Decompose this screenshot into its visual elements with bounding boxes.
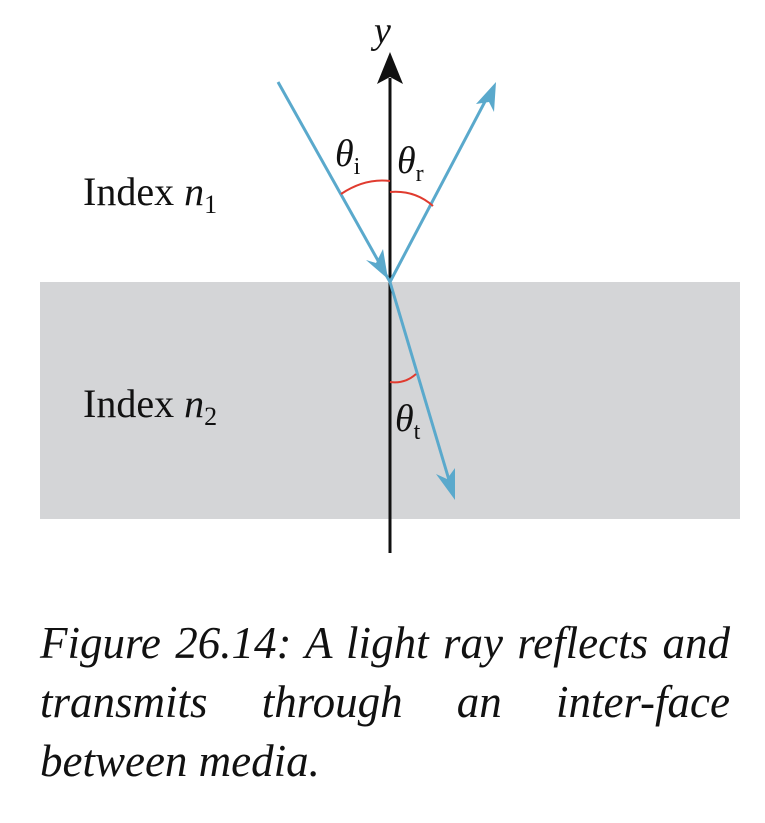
medium-1-label: Index n1 [83,172,217,218]
transmitted-angle-arc [389,373,417,384]
medium-2-prefix: Index [83,381,185,426]
transmitted-arrow-head-icon [436,468,455,500]
reflected-angle-symbol: θ [397,140,416,182]
medium-2-label: Index n2 [83,384,217,430]
transmitted-ray [388,281,454,491]
refraction-diagram [40,52,740,553]
incident-angle-symbol: θ [335,133,354,175]
incident-angle-subscript: i [353,154,361,180]
transmitted-angle-label: θt [395,400,420,444]
transmitted-angle-subscript: t [413,419,421,445]
medium-1-prefix: Index [83,169,185,214]
medium-1-subscript: 1 [204,190,218,219]
reflected-arrow-head-icon [476,82,496,112]
incident-ray [276,81,392,283]
y-axis-label: y [374,10,391,52]
incident-arrow-head-icon [366,249,388,279]
reflected-angle-subscript: r [415,161,424,187]
reflected-ray [388,91,492,283]
figure-caption: Figure 26.14: A light ray reflects and t… [40,618,730,786]
incident-angle-arc [340,179,391,195]
transmitted-angle-symbol: θ [395,398,414,440]
axis-arrow-head-icon [377,52,403,84]
medium-2-symbol: n [184,381,205,426]
medium-2-subscript: 2 [204,402,218,431]
incident-angle-label: θi [335,135,360,179]
medium-1-symbol: n [184,169,205,214]
reflected-angle-arc [389,190,434,207]
reflected-angle-label: θr [397,142,424,186]
